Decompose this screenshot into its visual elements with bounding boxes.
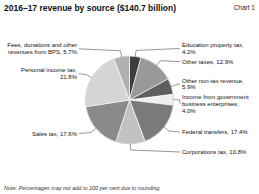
leader-line (79, 74, 92, 78)
pie (86, 56, 174, 144)
chart: Chart 1 2016–17 revenue by source ($140.7… (0, 0, 259, 194)
leader-line (79, 49, 122, 57)
slice-label: Sales tax, 17.6% (32, 131, 78, 137)
leader-line (135, 48, 180, 56)
pie-slice (86, 100, 129, 142)
slice-label: Fees, donations and otherrevenues from B… (7, 42, 77, 55)
slice-label: Other non-tax revenue,5.9% (182, 78, 244, 91)
slice-label: Federal transfers, 17.4% (182, 129, 248, 135)
leader-line (79, 128, 96, 133)
pie-slice (114, 56, 129, 100)
labels: Education property tax,4.2% Other taxes, … (7, 42, 249, 155)
leader-line (157, 61, 180, 66)
leader-line (164, 127, 180, 132)
slice-label: Personal income tax,21.8% (21, 67, 78, 80)
leader-lines (79, 48, 180, 152)
leader-line (173, 100, 180, 104)
chart-label: Chart 1 (234, 4, 256, 11)
slice-label: Education property tax,4.2% (182, 42, 244, 55)
pie-outline (86, 56, 174, 144)
slice-label: Income from governmentbusiness enterpris… (182, 94, 249, 114)
slice-label: Other taxes, 12.9% (182, 59, 234, 65)
leader-line (171, 84, 180, 86)
leader-line (130, 144, 180, 152)
note: Note: Percentages may not add to 100 per… (4, 185, 161, 191)
title: 2016–17 revenue by source ($140.7 billio… (4, 3, 176, 13)
slice-label: Corporations tax, 10.8% (182, 149, 247, 155)
